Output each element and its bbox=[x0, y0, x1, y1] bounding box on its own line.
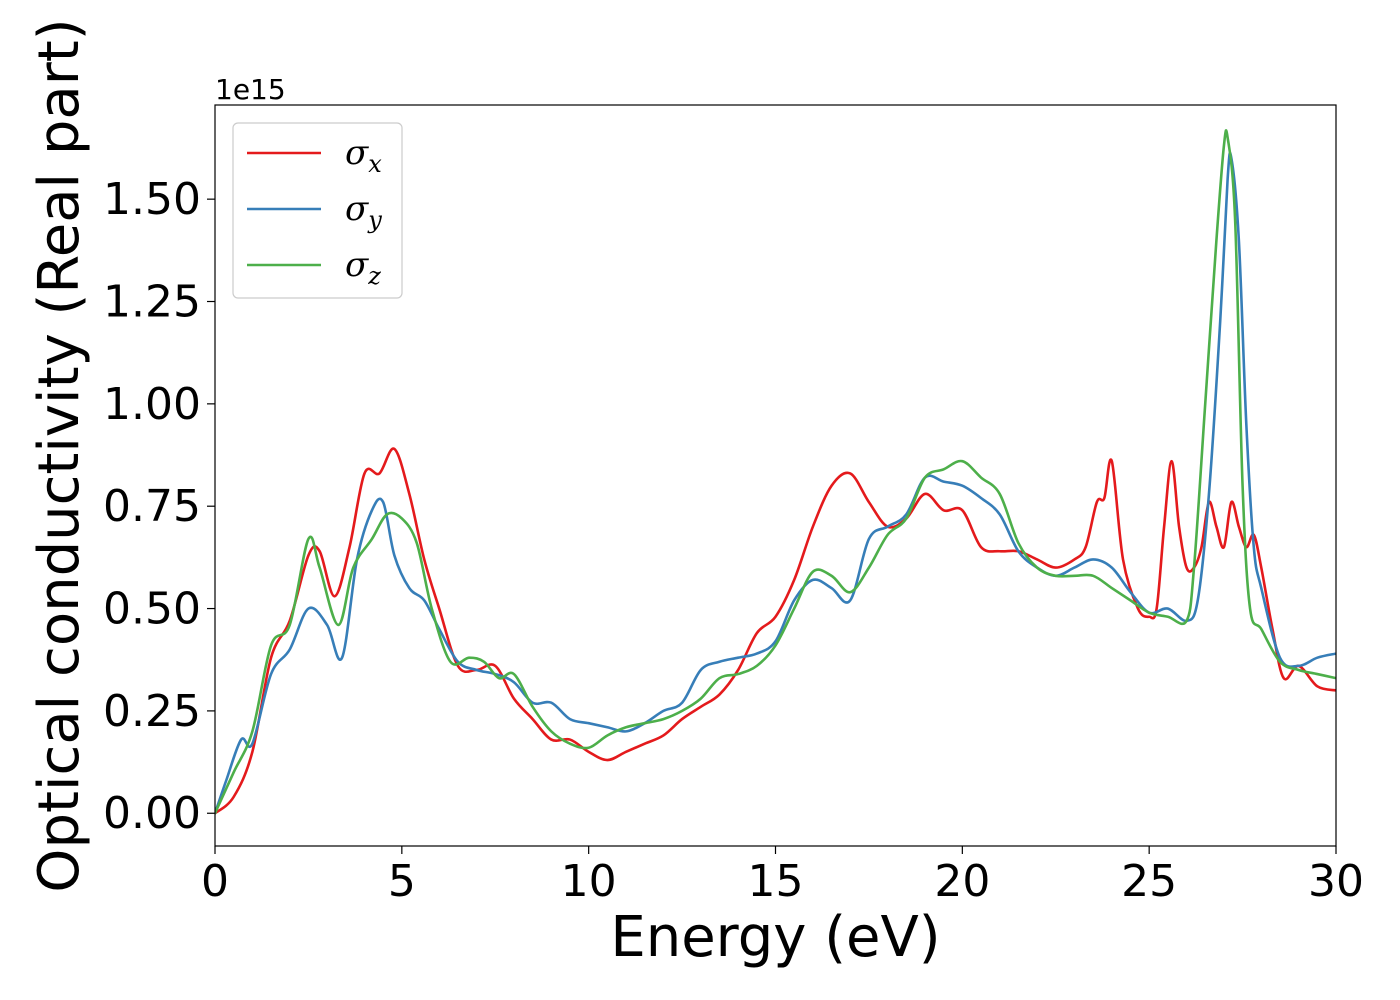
y-tick-label: 0.00 bbox=[103, 788, 201, 839]
series-line-z bbox=[215, 129, 1336, 815]
y-tick-label: 1.50 bbox=[103, 174, 201, 225]
x-axis-ticks: 0 5 10 15 20 25 30 bbox=[201, 846, 1364, 907]
x-tick-label: 5 bbox=[388, 856, 416, 907]
y-tick-label: 1.00 bbox=[103, 379, 201, 430]
y-tick-label: 1.25 bbox=[103, 277, 201, 328]
x-tick-label: 20 bbox=[934, 856, 990, 907]
y-offset-label: 1e15 bbox=[215, 73, 286, 106]
legend-label-x: σx bbox=[345, 133, 382, 178]
x-tick-label: 15 bbox=[748, 856, 804, 907]
series-line-y bbox=[215, 151, 1336, 815]
y-axis-ticks: 0.00 0.25 0.50 0.75 1.00 1.25 1.50 bbox=[103, 174, 215, 839]
y-tick-label: 0.25 bbox=[103, 686, 201, 737]
y-tick-label: 0.75 bbox=[103, 481, 201, 532]
legend: σx σy σz bbox=[232, 122, 403, 299]
legend-label-y: σy bbox=[345, 189, 382, 234]
legend-box bbox=[232, 122, 403, 299]
x-axis-label: Energy (eV) bbox=[610, 905, 940, 970]
series-line-x bbox=[215, 447, 1336, 815]
legend-label-z: σz bbox=[345, 245, 381, 290]
x-tick-label: 10 bbox=[561, 856, 617, 907]
series-layer bbox=[215, 129, 1336, 815]
x-tick-label: 0 bbox=[201, 856, 229, 907]
y-axis-label: Optical conductivity (Real part) bbox=[27, 18, 92, 892]
x-tick-label: 30 bbox=[1308, 856, 1364, 907]
x-tick-label: 25 bbox=[1121, 856, 1177, 907]
y-tick-label: 0.50 bbox=[103, 584, 201, 635]
